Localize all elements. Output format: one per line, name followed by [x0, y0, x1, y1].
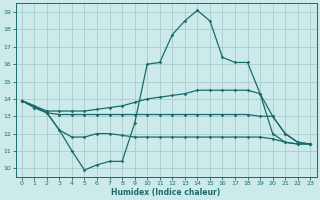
X-axis label: Humidex (Indice chaleur): Humidex (Indice chaleur) [111, 188, 221, 197]
